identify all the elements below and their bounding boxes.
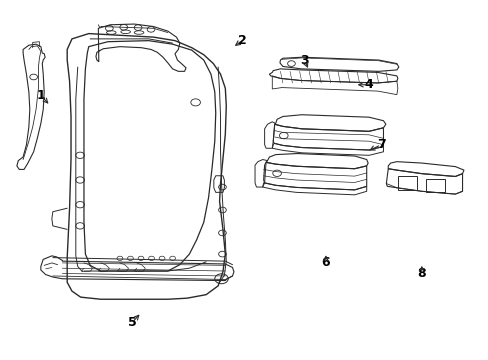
Text: 5: 5 (127, 316, 136, 329)
Text: 3: 3 (300, 54, 308, 67)
Text: 2: 2 (237, 34, 246, 47)
Text: 7: 7 (376, 138, 385, 151)
Bar (397, 176, 416, 190)
Text: 4: 4 (364, 78, 373, 91)
Bar (425, 179, 444, 192)
Text: 8: 8 (417, 267, 425, 280)
Text: 6: 6 (321, 256, 329, 269)
Text: 1: 1 (37, 89, 45, 102)
